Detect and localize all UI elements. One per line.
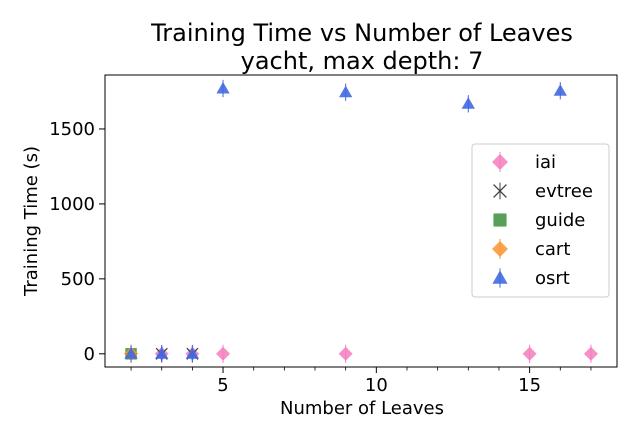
chart-title: Training Time vs Number of Leaves — [150, 19, 573, 47]
plot-area: 5 10 15 0 500 1000 1500 — [49, 74, 618, 396]
legend-label-cart: cart — [535, 239, 570, 260]
legend-box — [471, 143, 610, 298]
x-tick-label: 10 — [365, 375, 388, 396]
x-tick-label: 5 — [217, 375, 228, 396]
y-tick-label: 500 — [61, 269, 95, 290]
legend-marker-guide — [493, 213, 507, 227]
y-tick-label: 0 — [84, 344, 95, 365]
y-tick-label: 1000 — [49, 194, 95, 215]
y-tick-label: 1500 — [49, 119, 95, 140]
legend-label-guide: guide — [535, 210, 585, 231]
legend-label-iai: iai — [535, 152, 556, 173]
legend: iai evtree guide cart osrt — [471, 143, 610, 298]
chart-subtitle: yacht, max depth: 7 — [241, 47, 484, 75]
legend-label-evtree: evtree — [535, 181, 593, 202]
legend-label-osrt: osrt — [535, 268, 570, 289]
y-axis-label: Training Time (s) — [21, 146, 42, 297]
x-axis-label: Number of Leaves — [280, 398, 444, 419]
x-tick-label: 15 — [518, 375, 541, 396]
plot-frame — [104, 74, 618, 368]
